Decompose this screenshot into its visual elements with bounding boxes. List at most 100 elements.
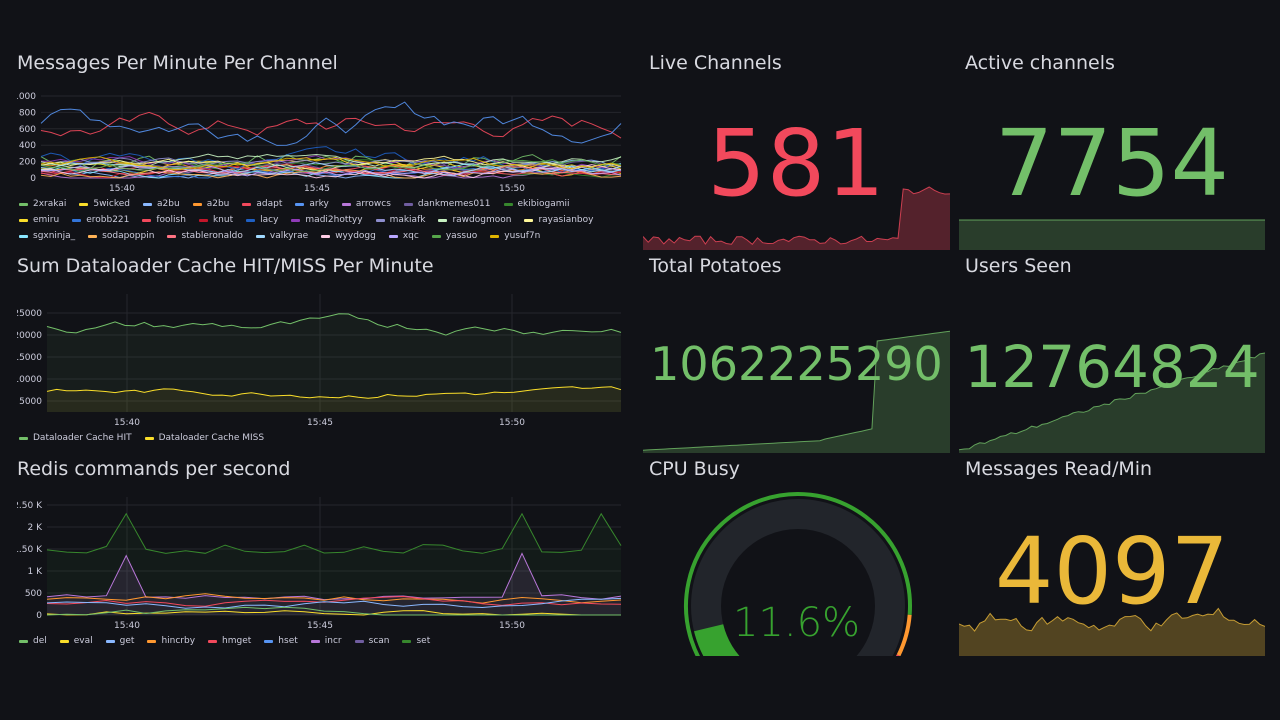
legend-label: arky [309, 199, 329, 209]
legend-item[interactable]: rawdogmoon [438, 214, 511, 226]
legend-item[interactable]: 5wicked [79, 198, 130, 210]
legend-label: xqc [402, 231, 419, 241]
legend-label: makiafk [389, 215, 426, 225]
legend-swatch [167, 234, 177, 238]
legend-label: adapt [256, 199, 283, 209]
messages-per-minute-chart[interactable]: 1000 800 600 400 200 0 15:40 15:45 15:50 [17, 86, 632, 226]
legend-item[interactable]: adapt [242, 198, 282, 210]
panel-title[interactable]: Sum Dataloader Cache HIT/MISS Per Minute [17, 255, 434, 277]
active-channels-value: 7754 [994, 110, 1230, 217]
chart-legend: del eval get hincrby hmget hset incr scan set [19, 635, 619, 647]
legend-item[interactable]: yassuo [431, 230, 478, 242]
total-potatoes-value: 1062225290 [650, 337, 943, 391]
y-tick-label: 600 [19, 125, 36, 135]
legend-item[interactable]: wyydogg [321, 230, 376, 242]
legend-swatch [19, 639, 28, 643]
panel-active-channels: Active channels 7754 [959, 52, 1265, 250]
legend-label: stableronaldo [181, 231, 243, 241]
legend-item[interactable]: Dataloader Cache MISS [144, 432, 265, 444]
x-tick-label: 15:50 [499, 621, 525, 631]
legend-swatch [88, 234, 98, 238]
panel-redis-commands: Redis commands per second 2.50 K 2 K 1.50 … [17, 458, 632, 653]
legend-item[interactable]: ekibiogamii [503, 198, 569, 210]
x-tick-label: 15:45 [307, 621, 333, 631]
legend-swatch [310, 639, 320, 643]
redis-commands-chart[interactable]: 2.50 K 2 K 1.50 K 1 K 500 0 15:40 15:45 15:50 [17, 490, 632, 635]
legend-item[interactable]: hmget [208, 635, 251, 647]
legend-label: eval [73, 636, 93, 646]
panel-title[interactable]: CPU Busy [649, 458, 740, 480]
legend-label: a2bu [206, 199, 230, 209]
legend-item[interactable]: madi2hottyy [291, 214, 363, 226]
legend-item[interactable]: hset [264, 635, 298, 647]
legend-label: Dataloader Cache HIT [33, 433, 132, 443]
legend-item[interactable]: hincrby [147, 635, 195, 647]
legend-item[interactable]: set [402, 635, 430, 647]
legend-item[interactable]: makiafk [375, 214, 426, 226]
panel-title[interactable]: Users Seen [965, 255, 1072, 277]
legend-swatch [59, 639, 69, 643]
legend-item[interactable]: emiru [19, 214, 59, 226]
panel-messages-read: Messages Read/Min 4097 [959, 458, 1265, 658]
legend-item[interactable]: lacy [246, 214, 278, 226]
legend-item[interactable]: sodapoppin [88, 230, 154, 242]
legend-item[interactable]: incr [310, 635, 342, 647]
panel-title[interactable]: Messages Per Minute Per Channel [17, 52, 338, 74]
legend-item[interactable]: rayasianboy [524, 214, 593, 226]
panel-total-potatoes: Total Potatoes 1062225290 [643, 255, 950, 453]
legend-label: rayasianboy [538, 215, 594, 225]
legend-label: rawdogmoon [452, 215, 512, 225]
legend-item[interactable]: Dataloader Cache HIT [19, 432, 132, 444]
y-tick-label: 1.50 K [17, 545, 43, 555]
panel-title[interactable]: Messages Read/Min [965, 458, 1153, 480]
legend-swatch [72, 218, 82, 222]
chart-legend: 2xrakai 5wicked a2bu a2bu adapt arky arrowcs da… [19, 198, 619, 242]
legend-label: sgxninja_ [33, 231, 76, 241]
y-tick-label: 0 [36, 611, 42, 621]
legend-label: hmget [222, 636, 252, 646]
legend-item[interactable]: scan [354, 635, 389, 647]
live-channels-value: 581 [707, 110, 886, 217]
legend-item[interactable]: eval [59, 635, 93, 647]
legend-label: Dataloader Cache MISS [158, 433, 265, 443]
legend-item[interactable]: del [19, 635, 47, 647]
legend-swatch [198, 218, 208, 222]
y-tick-label: 20000 [17, 331, 42, 341]
legend-swatch [438, 218, 448, 222]
legend-item[interactable]: sgxninja_ [19, 230, 75, 242]
legend-item[interactable]: yusuf7n [490, 230, 540, 242]
legend-swatch [264, 639, 274, 643]
y-tick-label: 5000 [19, 397, 42, 407]
legend-item[interactable]: xqc [388, 230, 419, 242]
legend-item[interactable]: erobb221 [72, 214, 129, 226]
x-tick-label: 15:50 [499, 418, 525, 428]
legend-item[interactable]: a2bu [143, 198, 180, 210]
legend-item[interactable]: arrowcs [341, 198, 391, 210]
panel-title[interactable]: Active channels [965, 52, 1115, 74]
active-channels-sparkline [959, 219, 1265, 250]
legend-item[interactable]: stableronaldo [167, 230, 243, 242]
legend-item[interactable]: dankmemes011 [403, 198, 491, 210]
legend-swatch [503, 202, 513, 206]
legend-item[interactable]: get [105, 635, 134, 647]
y-tick-label: 2 K [28, 523, 44, 533]
legend-label: hset [278, 636, 298, 646]
y-tick-label: 500 [25, 589, 42, 599]
legend-label: yassuo [445, 231, 478, 241]
legend-label: dankmemes011 [417, 199, 491, 209]
panel-title[interactable]: Live Channels [649, 52, 782, 74]
legend-item[interactable]: valkyrae [255, 230, 308, 242]
legend-item[interactable]: knut [198, 214, 233, 226]
x-tick-label: 15:45 [304, 184, 330, 194]
legend-swatch [147, 639, 157, 643]
legend-swatch [208, 639, 218, 643]
dataloader-cache-chart[interactable]: 25000 20000 15000 10000 5000 15:40 15:45 15:50 [17, 287, 632, 432]
panel-title[interactable]: Redis commands per second [17, 458, 291, 480]
legend-item[interactable]: arky [295, 198, 329, 210]
panel-title[interactable]: Total Potatoes [649, 255, 782, 277]
legend-item[interactable]: foolish [142, 214, 186, 226]
legend-item[interactable]: 2xrakai [19, 198, 66, 210]
legend-item[interactable]: a2bu [192, 198, 230, 210]
messages-read-sparkline [959, 607, 1265, 656]
legend-swatch [19, 202, 28, 206]
